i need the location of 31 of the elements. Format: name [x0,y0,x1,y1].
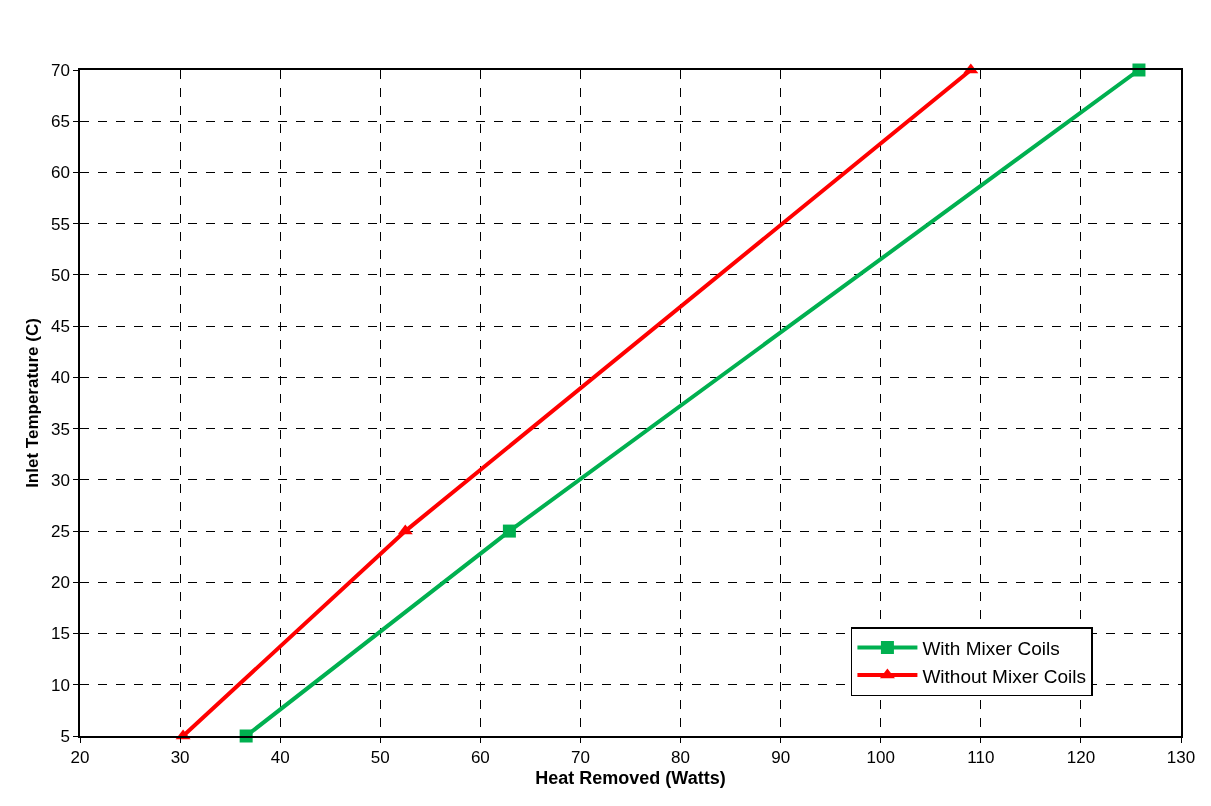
legend-label: Without Mixer Coils [922,665,1087,687]
y-tick-label: 40 [50,368,70,388]
point [502,524,516,538]
x-tick-label: 60 [470,748,490,768]
x-axis-title: Heat Removed (Watts) [535,767,726,788]
y-tick-label: 25 [50,522,70,542]
legend-label: With Mixer Coils [922,637,1060,659]
y-tick-label: 65 [50,112,70,132]
x-tick-label: 110 [967,748,995,768]
x-tick-label: 80 [671,748,691,768]
x-tick-label: 30 [170,748,190,768]
y-tick-label: 60 [50,163,70,183]
x-tick-label: 40 [270,748,290,768]
y-tick-label: 30 [50,470,70,490]
x-tick-label: 70 [570,748,590,768]
x-tick-label: 50 [370,748,390,768]
y-tick-label: 20 [50,573,70,593]
y-tick-label: 35 [50,419,70,439]
y-tick-label: 15 [50,624,70,644]
y-tick-label: 55 [50,214,70,234]
y-tick-label: 10 [50,675,70,695]
y-tick-label: 50 [50,265,70,285]
y-tick-label: 70 [50,60,70,80]
x-tick-label: 90 [771,748,791,768]
x-tick-label: 100 [866,748,895,768]
y-axis-title: Inlet Temperature (C) [22,318,42,488]
y-tick-label: 45 [50,317,70,337]
y-tick-label: 5 [60,726,70,746]
x-tick-label: 20 [70,748,90,768]
x-tick-label: 130 [1166,748,1196,768]
x-tick-label: 120 [1066,748,1096,768]
